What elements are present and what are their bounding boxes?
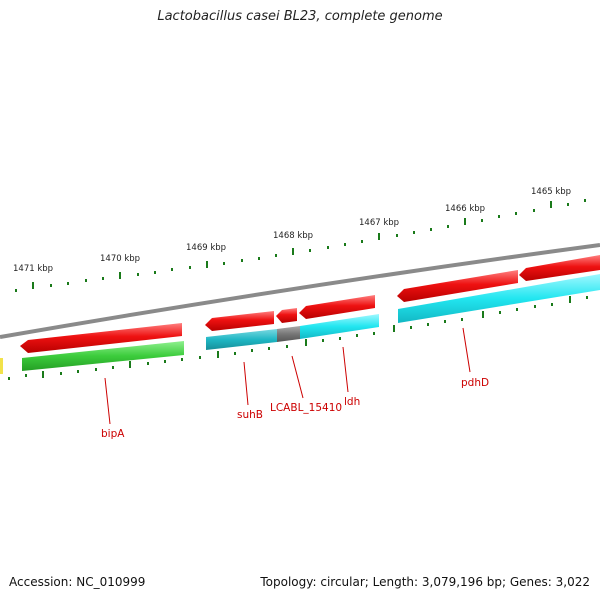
gene-bar-LCABL_15410-reverse[interactable]	[277, 326, 300, 342]
kbp-label-1466: 1466 kbp	[445, 204, 485, 214]
kbp-label-1468: 1468 kbp	[273, 231, 313, 241]
gene-bar-edge-yellow[interactable]	[0, 358, 3, 374]
accession-text: Accession: NC_010999	[9, 575, 146, 589]
kbp-label-1470: 1470 kbp	[100, 254, 140, 264]
kbp-label-1471: 1471 kbp	[13, 264, 53, 274]
gene-arrow-pdhD-forward[interactable]	[397, 270, 518, 302]
gene-arrow-ldh-forward[interactable]	[299, 295, 375, 319]
gene-bar-ldh-reverse[interactable]	[300, 314, 379, 339]
gene-arrow-suhB-forward[interactable]	[205, 311, 274, 331]
gene-bar-bipA-reverse[interactable]	[22, 341, 184, 371]
inner-tick-ring	[8, 296, 588, 380]
gene-bar-pdhD-reverse[interactable]	[398, 274, 600, 323]
topology-text: Topology: circular; Length: 3,079,196 bp…	[260, 575, 590, 589]
kbp-label-1467: 1467 kbp	[359, 218, 399, 228]
gene-arrow-right-forward[interactable]	[519, 255, 600, 281]
genome-backbone	[0, 243, 600, 339]
gene-arrow-small-forward[interactable]	[276, 308, 297, 323]
gene-label-ldh[interactable]: ldh	[344, 396, 360, 408]
gene-label-suhB[interactable]: suhB	[237, 409, 263, 421]
label-leaders	[104, 327, 471, 425]
gene-label-pdhD[interactable]: pdhD	[461, 377, 489, 389]
kbp-label-1465: 1465 kbp	[531, 187, 571, 197]
map-title: Lactobacillus casei BL23, complete genom…	[157, 9, 443, 24]
kbp-label-1469: 1469 kbp	[186, 243, 226, 253]
gene-label-bipA[interactable]: bipA	[101, 428, 125, 440]
outer-tick-ring	[15, 199, 586, 292]
gene-bar-suhB-reverse[interactable]	[206, 329, 277, 350]
gene-arrow-bipA-forward[interactable]	[20, 323, 182, 353]
gene-label-LCABL_15410[interactable]: LCABL_15410	[270, 402, 342, 414]
forward-strand	[20, 255, 600, 353]
reverse-strand	[0, 274, 600, 374]
